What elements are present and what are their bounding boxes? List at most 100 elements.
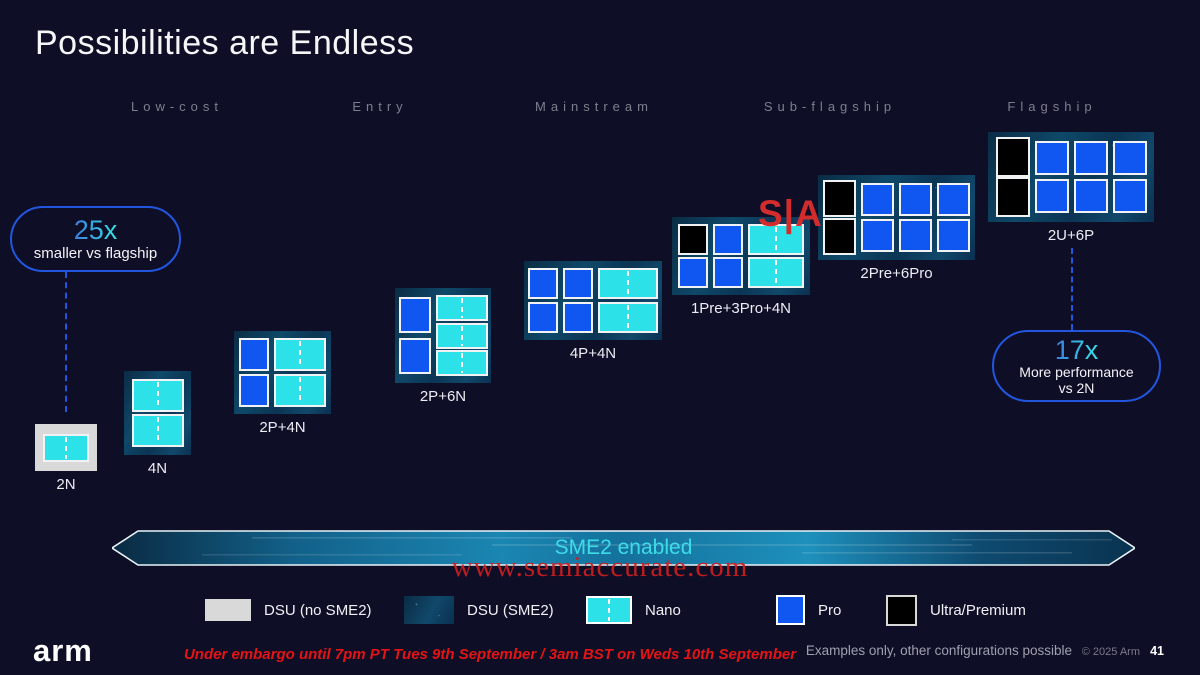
pro-core [528,301,558,333]
pro-core [528,268,558,300]
nano-divider-icon [775,260,777,285]
nano-core-pair [131,414,184,448]
nano-divider-icon [460,297,463,318]
nano-core-pair [274,338,326,372]
sa-watermark: S|A [758,193,823,234]
nano-core-pair [274,373,326,407]
arm-logo: arm [33,633,93,668]
legend-label-dsu-sme2: DSU (SME2) [467,601,554,619]
pro-core [239,373,269,407]
cluster-column [995,137,1030,217]
nano-divider-icon [299,341,301,369]
cluster-column [937,180,970,255]
dsu-sme2-swatch-icon [404,596,454,624]
nano-core-pair [435,350,488,377]
tier-label-entry: Entry [352,99,408,114]
nano-core-pair [43,433,89,462]
pro-core [861,183,894,216]
ultra-core [678,224,708,255]
pro-core [1073,141,1108,175]
copyright: © 2025 Arm [1081,646,1140,658]
callout-performance-caption-1: More performance [1019,364,1134,381]
cluster-column [748,222,804,290]
cluster-column [435,293,488,378]
nano-core-pair [598,301,658,333]
cluster-column [274,336,326,409]
cluster-2p-4n [234,331,331,414]
nano-divider-icon [627,271,629,297]
cluster-label-2p-4n: 2P+4N [259,419,306,436]
cluster-column [899,180,932,255]
pro-core [678,257,708,288]
nano-core-pair [598,268,658,300]
nano-divider-icon [608,599,610,621]
cluster-label-4p-4n: 4P+4N [569,345,617,362]
ultra-core [995,177,1030,217]
callout-smaller-bubble: 25x smaller vs flagship [10,206,181,272]
dsu-no-sme2-swatch-icon [205,599,251,621]
pro-swatch-icon [776,595,805,625]
slide-title: Possibilities are Endless [35,24,415,62]
legend-label-ultra: Ultra/Premium [930,601,1026,619]
pro-core [239,338,269,372]
nano-divider-icon [627,304,629,330]
ultra-core [823,180,856,218]
cluster-column [861,180,894,255]
cluster-column [43,429,89,466]
cluster-column [678,222,708,290]
pro-core [1112,141,1147,175]
cluster-column [239,336,269,409]
callout-performance-caption-2: vs 2N [1058,380,1095,397]
callout-smaller-caption: smaller vs flagship [33,244,158,262]
nano-divider-icon [65,436,67,459]
cluster-label-2pre-6pro: 2Pre+6Pro [860,265,933,282]
cluster-2u-6p [988,132,1154,222]
pro-core [1073,179,1108,213]
ultra-swatch-icon [886,594,917,626]
tier-label-sub-flagship: Sub-flagship [763,99,897,114]
cluster-2pre-6pro [818,175,975,260]
legend-item-pro: Pro [776,594,841,626]
pro-core [1034,141,1069,175]
pro-core [398,337,431,374]
legend-item-ultra: Ultra/Premium [886,594,1026,626]
cluster-4p-4n [524,261,662,340]
cluster-column [713,222,743,290]
pro-core [899,183,932,216]
pro-core [1034,179,1069,213]
cluster-2n [35,424,97,471]
nano-divider-icon [156,417,159,445]
tier-label-flagship: Flagship [1007,99,1097,114]
callout-performance-value: 17x [1054,335,1099,366]
nano-core-pair [748,257,804,288]
cluster-label-2u-6p: 2U+6P [1047,227,1095,244]
pro-core [713,224,743,255]
dashed-connector-right [1071,248,1073,330]
pro-core [563,301,593,333]
nano-core-pair [435,294,488,321]
cluster-column [1034,137,1069,217]
legend-item-dsu-no-sme2: DSU (no SME2) [205,594,372,626]
page-number: 41 [1150,644,1164,658]
pro-core [563,268,593,300]
nano-swatch-icon [586,596,632,624]
nano-divider-icon [460,325,463,346]
pro-core [713,257,743,288]
cluster-column [563,266,593,335]
cluster-column [1073,137,1108,217]
cluster-4n [124,371,191,455]
callout-performance-bubble: 17x More performance vs 2N [992,330,1161,402]
tier-label-mainstream: Mainstream [535,99,653,114]
legend-label-nano: Nano [645,601,681,619]
pro-core [398,297,431,334]
legend-label-pro: Pro [818,601,842,619]
sme2-banner-label: SME2 enabled [554,536,693,559]
cluster-column [823,180,856,255]
ultra-core [995,137,1030,177]
nano-core-pair [435,322,488,349]
sme2-banner-shape [112,530,1135,566]
pro-core [899,219,932,252]
site-watermark: www.semiaccurate.com [451,551,749,583]
nano-divider-icon [299,376,301,404]
